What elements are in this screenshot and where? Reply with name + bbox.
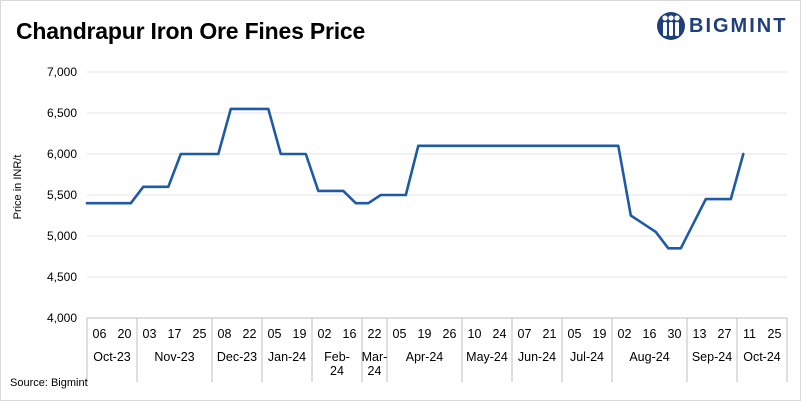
y-tick-label: 6,500 xyxy=(47,106,77,120)
x-tick-label: 30 xyxy=(668,327,682,341)
x-tick-label: 19 xyxy=(293,327,307,341)
x-tick-label: 02 xyxy=(618,327,632,341)
axes xyxy=(86,317,788,382)
x-tick-label: 13 xyxy=(693,327,707,341)
grid-lines xyxy=(87,71,787,278)
y-tick-label: 4,000 xyxy=(47,311,77,325)
x-tick-label: 08 xyxy=(218,327,232,341)
x-tick-label: 10 xyxy=(468,327,482,341)
x-tick-label: 05 xyxy=(393,327,407,341)
x-tick-label: 16 xyxy=(343,327,357,341)
y-axis-label: Price in INR/t xyxy=(12,155,24,220)
month-label: Sep-24 xyxy=(692,350,732,364)
x-tick-label: 05 xyxy=(568,327,582,341)
month-label: Jul-24 xyxy=(570,350,604,364)
month-label: Oct-23 xyxy=(93,350,131,364)
x-tick-label: 11 xyxy=(743,327,756,341)
y-tick-label: 5,500 xyxy=(47,188,77,202)
x-tick-label: 07 xyxy=(518,327,532,341)
x-tick-label: 19 xyxy=(593,327,607,341)
x-tick-label: 20 xyxy=(118,327,132,341)
month-label: Feb-24 xyxy=(324,350,350,378)
month-label: May-24 xyxy=(466,350,508,364)
y-tick-label: 5,000 xyxy=(47,229,77,243)
x-tick-label: 22 xyxy=(243,327,257,341)
bigmint-logo: BIGMINT xyxy=(656,10,788,42)
month-label: Nov-23 xyxy=(154,350,194,364)
chart-title: Chandrapur Iron Ore Fines Price xyxy=(16,18,366,44)
month-label: Jun-24 xyxy=(518,350,556,364)
month-label: Dec-23 xyxy=(217,350,257,364)
x-tick-labels: 06 20 03 17 25 08 22 05 19 02 16 22 05 19 26 10 24 07 21 05… xyxy=(93,327,782,341)
month-labels: Oct-23 Nov-23 Dec-23 Jan-24 Feb-24 Mar-24 Apr-… xyxy=(93,350,781,378)
x-tick-label: 05 xyxy=(268,327,282,341)
logo-text: BIGMINT xyxy=(689,15,788,37)
bigmint-logo-icon xyxy=(657,12,685,40)
y-tick-label: 4,500 xyxy=(47,270,77,284)
month-label: Jan-24 xyxy=(268,350,306,364)
x-tick-label: 16 xyxy=(643,327,657,341)
x-tick-label: 06 xyxy=(93,327,107,341)
month-label: Oct-24 xyxy=(743,350,781,364)
x-tick-label: 03 xyxy=(143,327,157,341)
x-tick-label: 26 xyxy=(443,327,457,341)
x-tick-label: 17 xyxy=(168,327,182,341)
x-tick-label: 02 xyxy=(318,327,332,341)
month-label: Apr-24 xyxy=(406,350,444,364)
source-note: Source: Bigmint xyxy=(10,377,88,389)
y-tick-label: 7,000 xyxy=(47,65,77,79)
series-layer xyxy=(85,107,745,250)
month-label: Mar-24 xyxy=(362,350,388,378)
x-tick-label: 22 xyxy=(368,327,382,341)
y-tick-label: 6,000 xyxy=(47,147,77,161)
x-tick-label: 25 xyxy=(193,327,207,341)
x-tick-label: 19 xyxy=(418,327,432,341)
x-tick-label: 25 xyxy=(768,327,782,341)
y-tick-labels: 4,000 4,500 5,000 5,500 6,000 6,500 7,000 xyxy=(47,65,77,325)
x-tick-label: 21 xyxy=(543,327,557,341)
month-label: Aug-24 xyxy=(629,350,669,364)
price-line xyxy=(85,107,745,250)
x-tick-label: 27 xyxy=(718,327,732,341)
x-tick-label: 24 xyxy=(493,327,507,341)
